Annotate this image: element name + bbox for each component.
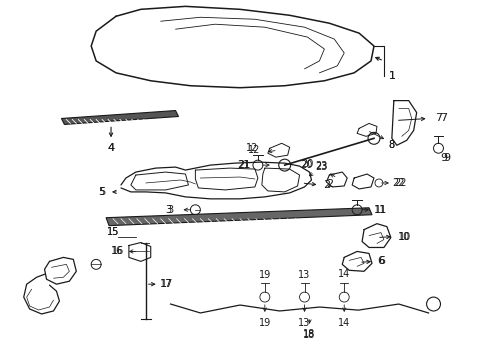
Text: 19: 19 [258, 270, 270, 280]
Circle shape [367, 132, 379, 144]
Circle shape [278, 159, 290, 171]
Text: 2: 2 [325, 179, 332, 189]
Text: 20: 20 [301, 159, 313, 169]
Text: 22: 22 [394, 178, 406, 188]
Text: 16: 16 [112, 247, 124, 256]
Text: 16: 16 [111, 247, 123, 256]
Text: 18: 18 [303, 330, 315, 340]
Text: 3: 3 [167, 205, 173, 215]
Text: 5: 5 [98, 187, 104, 197]
Text: 12: 12 [245, 143, 258, 153]
Text: 10: 10 [397, 231, 409, 242]
Text: 12: 12 [247, 145, 260, 155]
Text: 14: 14 [337, 318, 349, 328]
Text: 6: 6 [378, 256, 385, 266]
Text: 11: 11 [373, 205, 386, 215]
Text: 22: 22 [392, 178, 404, 188]
Text: 1: 1 [387, 71, 394, 81]
Text: 17: 17 [161, 279, 173, 289]
Text: 2: 2 [322, 180, 329, 190]
Text: 10: 10 [398, 231, 410, 242]
Text: 9: 9 [439, 153, 446, 163]
Text: 7: 7 [434, 113, 441, 123]
Polygon shape [106, 208, 371, 226]
Text: 1: 1 [387, 71, 394, 81]
Text: 15: 15 [106, 226, 119, 237]
Text: 5: 5 [99, 187, 105, 197]
Text: 21: 21 [237, 160, 250, 170]
Text: 13: 13 [298, 270, 310, 280]
Text: 21: 21 [236, 160, 249, 170]
Text: 4: 4 [107, 143, 114, 153]
Text: 18: 18 [303, 329, 315, 339]
Text: 20: 20 [300, 160, 312, 170]
Text: 3: 3 [165, 205, 171, 215]
Text: 17: 17 [160, 279, 172, 289]
Text: 23: 23 [315, 161, 327, 171]
Text: 13: 13 [298, 318, 310, 328]
Text: 8: 8 [388, 140, 394, 150]
Text: 19: 19 [258, 318, 270, 328]
Text: 8: 8 [388, 140, 394, 150]
Text: 15: 15 [106, 226, 119, 237]
Text: 7: 7 [439, 113, 446, 123]
Text: 9: 9 [442, 153, 449, 163]
Polygon shape [61, 111, 178, 125]
Text: 23: 23 [315, 162, 327, 172]
Text: 11: 11 [374, 205, 386, 215]
Text: 4: 4 [107, 143, 114, 153]
Text: 14: 14 [337, 269, 349, 279]
Text: 6: 6 [377, 256, 384, 266]
